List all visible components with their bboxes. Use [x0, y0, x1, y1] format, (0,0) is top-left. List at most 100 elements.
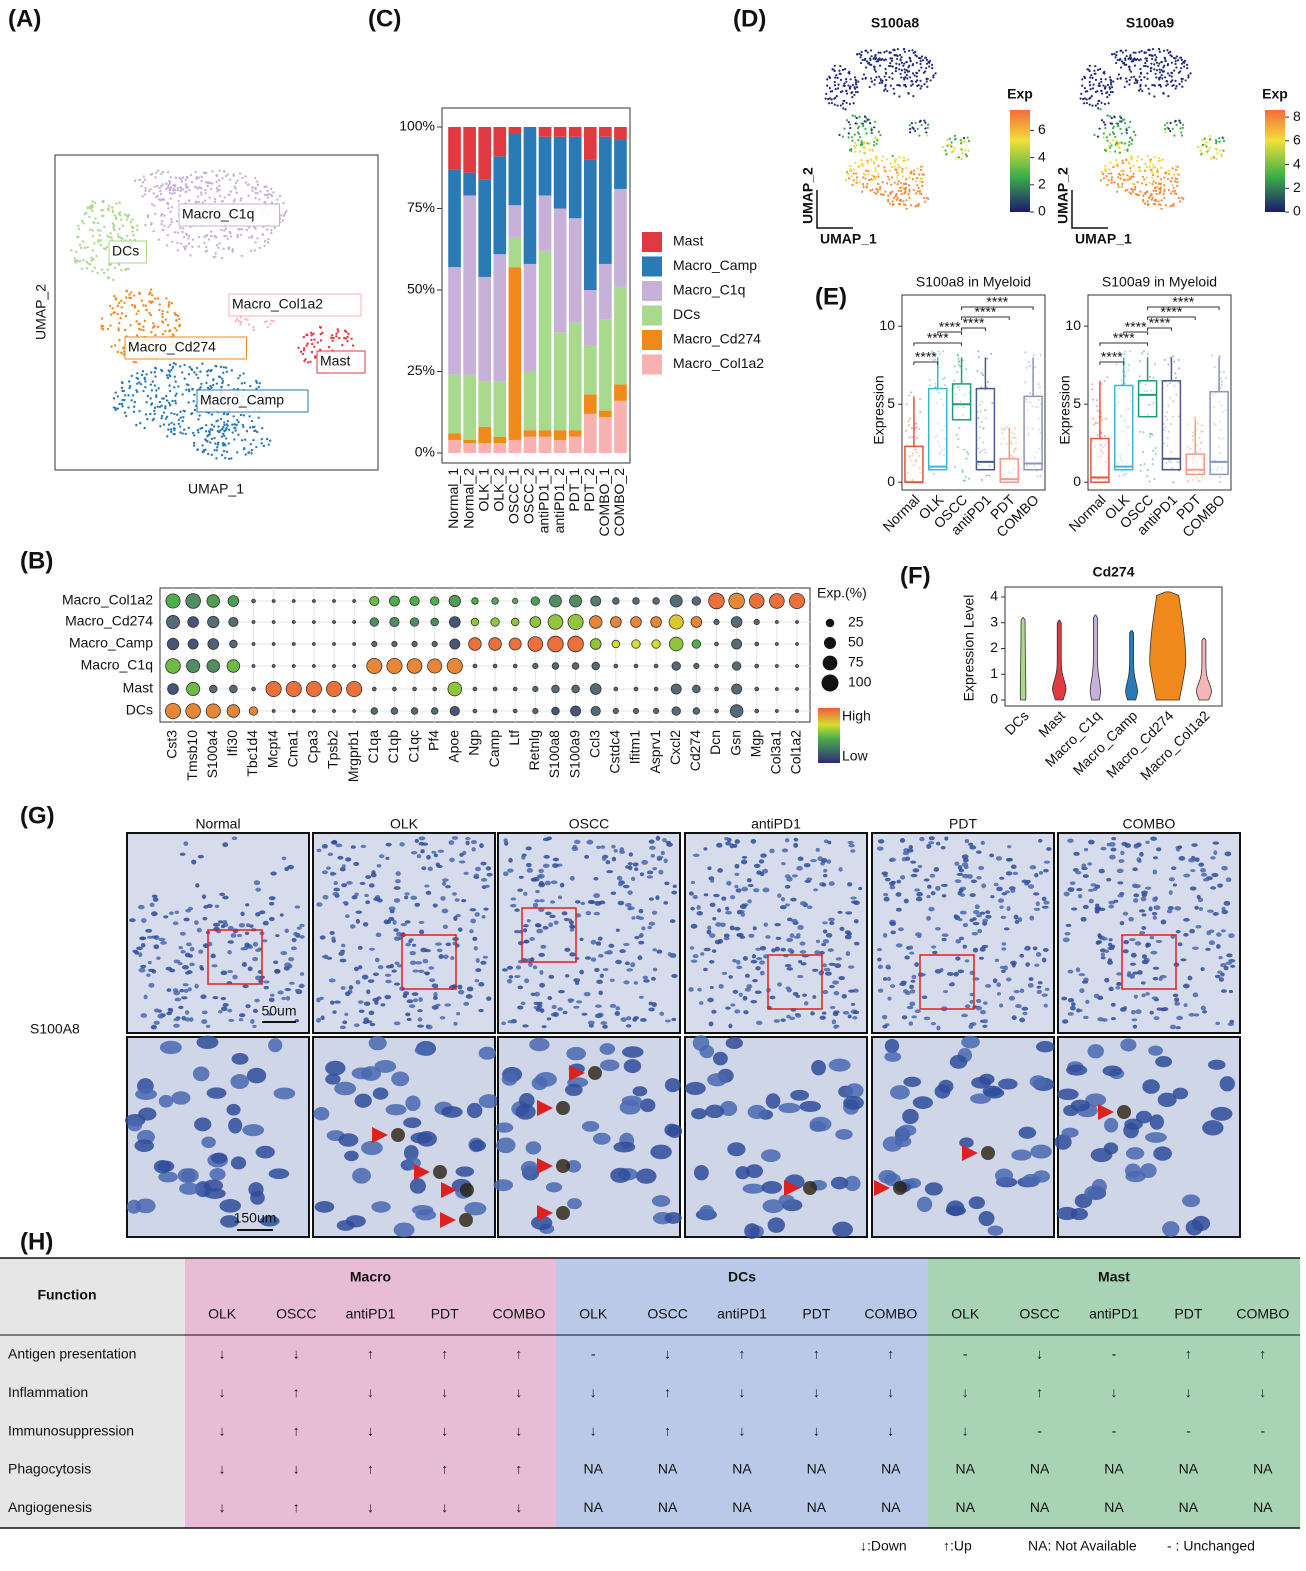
nucleus	[813, 888, 819, 892]
cell-point	[925, 77, 928, 80]
nucleus	[564, 947, 571, 952]
dot	[774, 642, 779, 646]
nucleus	[173, 1017, 180, 1022]
nucleus	[549, 914, 556, 919]
cell-point	[884, 83, 887, 87]
cell-point	[895, 62, 898, 65]
nucleus	[517, 888, 524, 892]
nucleus	[376, 996, 382, 1000]
nucleus	[422, 958, 429, 964]
cell-point	[221, 200, 225, 203]
gene-label: Asprv1	[647, 730, 663, 774]
nucleus	[626, 1024, 632, 1028]
nucleus	[760, 1149, 781, 1163]
cell-point	[876, 188, 879, 191]
cell-point	[854, 146, 857, 149]
cell-point	[204, 250, 207, 253]
cell-point	[231, 248, 234, 251]
cell-point	[1182, 123, 1185, 126]
cell-point	[321, 331, 324, 335]
nucleus	[561, 911, 568, 916]
cell-point	[174, 394, 177, 398]
cell-point	[1116, 58, 1119, 62]
dot	[571, 662, 580, 670]
dot	[186, 659, 201, 673]
jitter-point	[939, 353, 942, 356]
nucleus	[650, 1144, 672, 1160]
nucleus	[708, 960, 715, 964]
cell-point	[891, 154, 894, 158]
size-legend-label: 75	[848, 654, 864, 670]
nucleus	[463, 1001, 470, 1006]
box	[1137, 380, 1158, 418]
cell-point	[1125, 80, 1129, 83]
jitter-point	[990, 353, 993, 356]
cell-point	[266, 241, 270, 244]
cell-point	[237, 433, 240, 436]
cell-point	[242, 447, 246, 451]
cell-point	[1153, 84, 1156, 87]
cell-point	[210, 234, 213, 238]
nucleus	[812, 968, 819, 972]
nucleus	[753, 863, 761, 868]
dot	[406, 658, 423, 674]
cell-point	[168, 191, 172, 195]
cell-point	[839, 104, 842, 107]
nucleus	[425, 890, 432, 896]
cell-point	[896, 183, 899, 186]
cell-point	[960, 157, 963, 161]
cell-point	[1180, 62, 1184, 65]
cell-point	[210, 230, 213, 233]
nucleus	[845, 951, 851, 957]
nucleus	[982, 1024, 988, 1028]
box	[951, 383, 972, 421]
nucleus	[876, 846, 884, 851]
dot	[369, 617, 379, 627]
nucleus	[815, 939, 820, 944]
cell-point	[901, 167, 904, 171]
cell-point	[191, 431, 195, 435]
nucleus	[720, 922, 726, 928]
nucleus	[823, 967, 831, 972]
cell-point	[1141, 89, 1144, 93]
cell-point	[113, 214, 116, 217]
cell-point	[963, 149, 967, 152]
row-label: Macro_Camp	[69, 635, 153, 651]
cell-point	[223, 196, 226, 199]
cell-point	[179, 226, 182, 230]
cell-point	[1173, 173, 1176, 176]
cell-point	[174, 380, 177, 383]
nucleus	[332, 1010, 337, 1014]
y-tick-label: 0	[990, 691, 998, 707]
cell-point	[196, 195, 200, 198]
cell-point	[896, 48, 899, 51]
cell-point	[873, 126, 876, 129]
cell-point	[226, 419, 230, 423]
cell-point	[215, 382, 219, 385]
cell-point	[218, 169, 221, 172]
cell-point	[216, 441, 220, 444]
nucleus	[818, 970, 824, 976]
nucleus	[329, 930, 335, 935]
nucleus	[703, 947, 711, 952]
nucleus	[359, 881, 366, 885]
cell-point	[1169, 180, 1173, 183]
cell-point	[1140, 50, 1143, 53]
cell-point	[1126, 148, 1129, 151]
cell-point	[297, 346, 300, 350]
nucleus	[521, 854, 526, 860]
row-label: Macro_C1q	[81, 657, 153, 673]
cell-point	[1151, 176, 1154, 179]
cell-point	[157, 238, 161, 241]
nucleus	[837, 910, 843, 914]
nucleus	[703, 847, 708, 851]
cell-point	[963, 136, 966, 140]
cell-point	[118, 201, 121, 205]
cell-point	[139, 382, 143, 386]
cell-point	[114, 407, 117, 410]
nucleus	[140, 964, 147, 969]
cell-point	[1132, 130, 1136, 133]
cell-point	[903, 68, 906, 71]
jitter-point	[1167, 363, 1170, 366]
nucleus	[914, 888, 921, 892]
